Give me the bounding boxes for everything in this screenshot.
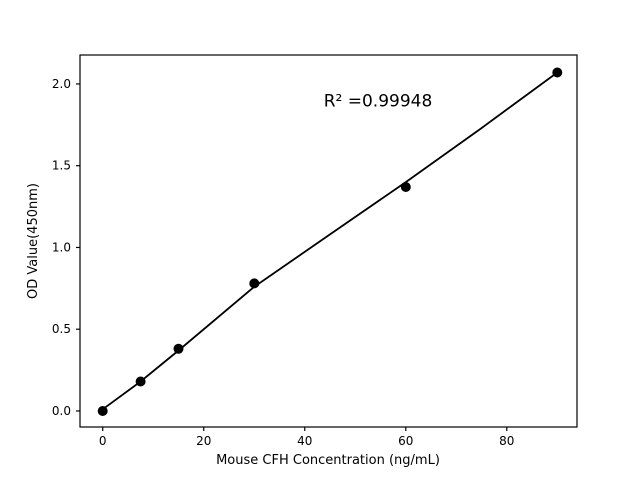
fit-line [101, 71, 559, 411]
x-axis-tick-labels: 0 20 40 60 80 [99, 434, 515, 448]
data-point [97, 406, 108, 416]
x-tick-label: 60 [398, 434, 413, 448]
x-axis-ticks [102, 427, 508, 431]
plot-area-frame [79, 54, 578, 428]
y-tick-label: 2.0 [52, 77, 71, 91]
data-point [400, 182, 411, 192]
y-axis-label: OD Value(450nm) [26, 183, 41, 299]
r-squared-annotation: R² =0.99948 [324, 91, 433, 111]
data-point [552, 67, 563, 78]
y-tick-label: 0.5 [52, 322, 71, 336]
y-tick-label: 0.0 [52, 404, 71, 418]
y-tick-label: 1.0 [52, 240, 71, 254]
y-axis-tick-labels: 0.0 0.5 1.0 1.5 2.0 [52, 77, 71, 418]
x-axis-label: Mouse CFH Concentration (ng/mL) [216, 453, 440, 468]
x-tick-label: 80 [499, 434, 514, 448]
data-point [173, 343, 184, 354]
y-axis-ticks [76, 83, 80, 412]
x-tick-label: 20 [196, 434, 211, 448]
data-point [249, 278, 260, 289]
x-tick-label: 0 [99, 434, 107, 448]
y-tick-label: 1.5 [52, 159, 71, 173]
x-tick-label: 40 [297, 434, 312, 448]
data-point [135, 376, 146, 387]
data-points [97, 67, 563, 416]
